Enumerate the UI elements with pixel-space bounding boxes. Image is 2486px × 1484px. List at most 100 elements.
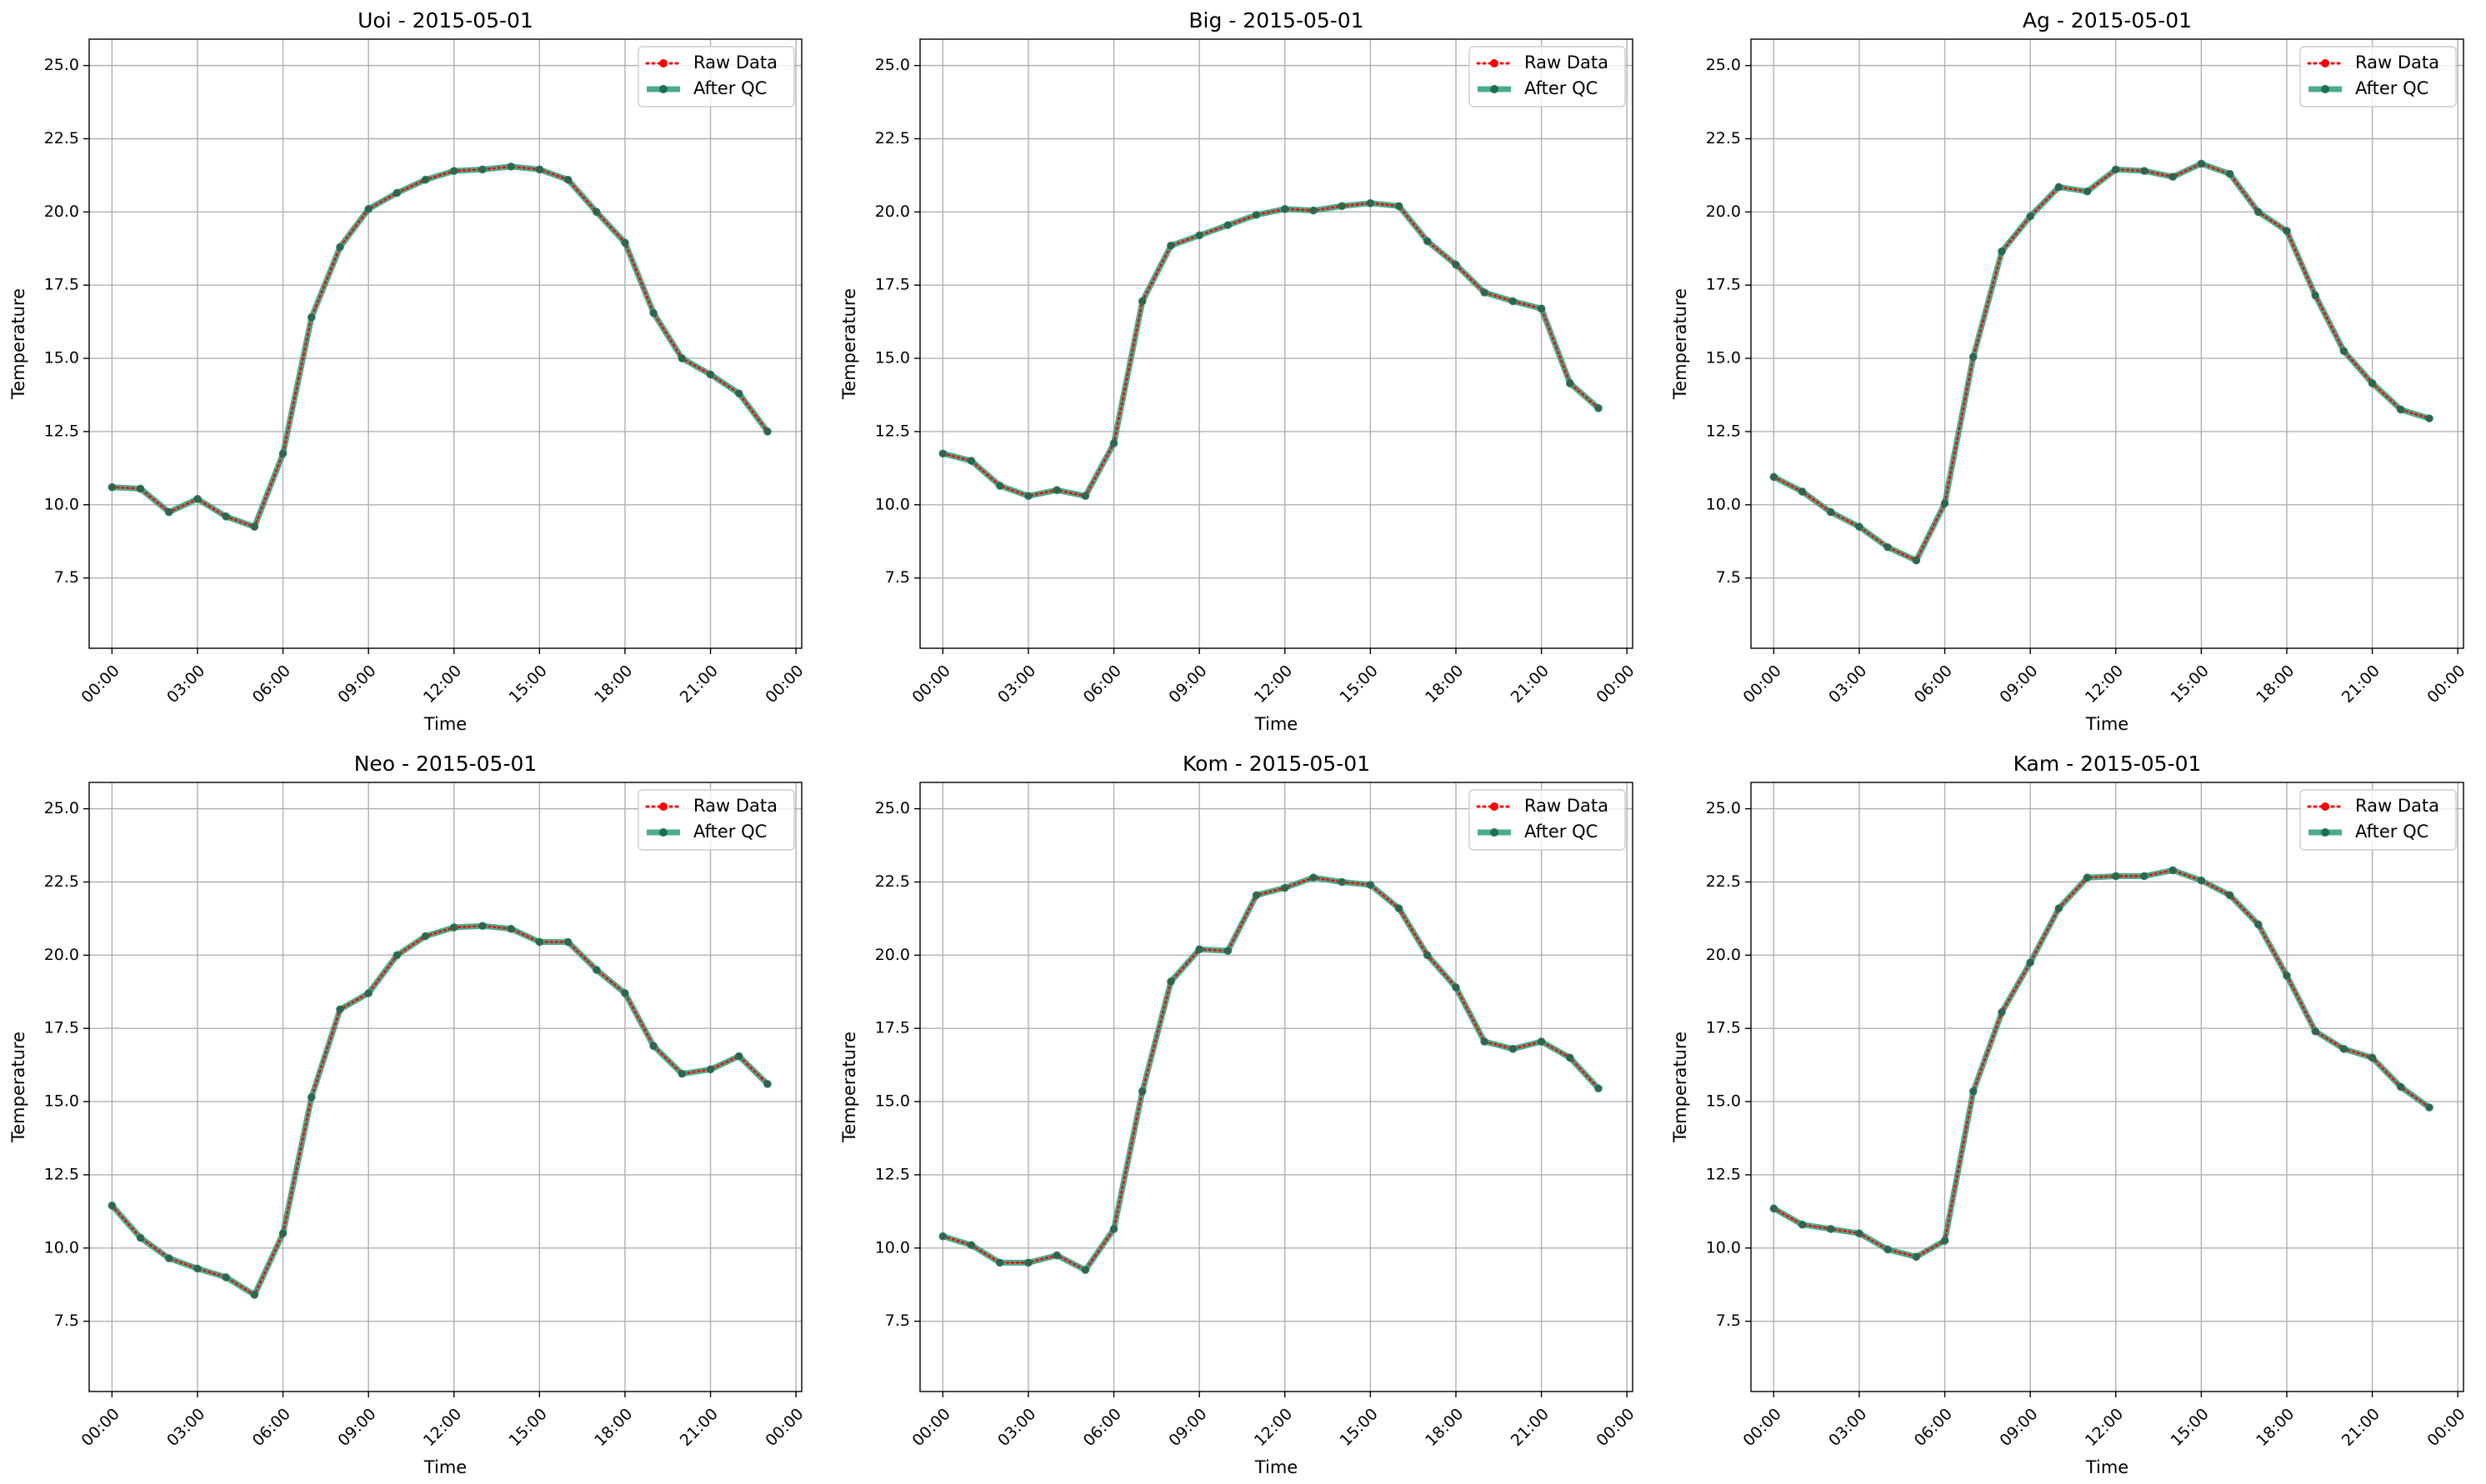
data-point-after-qc bbox=[507, 162, 515, 171]
series-line-raw-data bbox=[111, 924, 769, 1297]
legend-marker-after-qc bbox=[2321, 828, 2329, 837]
y-tick-label: 10.0 bbox=[875, 1238, 910, 1257]
data-point-after-qc bbox=[2425, 414, 2433, 422]
series-line-after-qc bbox=[108, 163, 771, 530]
data-point-after-qc bbox=[2026, 212, 2034, 221]
y-tick-label: 17.5 bbox=[1706, 1019, 1741, 1037]
legend: Raw Data After QC bbox=[638, 789, 795, 851]
x-tick-label: 15:00 bbox=[2168, 1405, 2213, 1450]
data-point-after-qc bbox=[193, 1264, 202, 1273]
plot-frame bbox=[1750, 782, 2464, 1392]
data-point-after-qc bbox=[2368, 1053, 2377, 1062]
x-tick-label: 12:00 bbox=[2082, 1405, 2127, 1450]
x-tick-label: 09:00 bbox=[334, 1405, 379, 1450]
data-point-after-qc bbox=[1053, 1251, 1061, 1260]
legend-label-after-qc: After QC bbox=[693, 822, 767, 842]
x-tick-label: 06:00 bbox=[1080, 1405, 1125, 1450]
x-axis-label: Time bbox=[423, 714, 467, 734]
y-tick-label: 22.5 bbox=[875, 129, 910, 147]
x-axis-label: Time bbox=[1254, 714, 1298, 734]
data-point-after-qc bbox=[364, 989, 373, 997]
data-point-after-qc bbox=[734, 1052, 743, 1061]
y-tick-label: 17.5 bbox=[1706, 276, 1741, 294]
data-point-after-qc bbox=[535, 165, 544, 174]
legend-label-after-qc: After QC bbox=[1524, 822, 1598, 842]
data-point-after-qc bbox=[1565, 379, 1574, 387]
y-tick-label: 12.5 bbox=[1706, 1165, 1741, 1183]
x-tick-label: 15:00 bbox=[2168, 662, 2213, 707]
data-point-after-qc bbox=[1366, 881, 1375, 889]
x-tick-label: 15:00 bbox=[1337, 662, 1382, 707]
chart-panel-1: 00:00 03:00 06:00 09:00 12:00 15:00 18:00 21:00… bbox=[8, 8, 808, 734]
data-point-after-qc bbox=[1280, 883, 1289, 892]
data-point-after-qc bbox=[1338, 877, 1346, 887]
y-tick-label: 7.5 bbox=[54, 568, 79, 587]
y-tick-label: 12.5 bbox=[44, 1165, 79, 1183]
x-axis-label: Time bbox=[423, 1457, 467, 1477]
data-point-after-qc bbox=[164, 1254, 173, 1262]
y-tick-label: 7.5 bbox=[1716, 568, 1741, 587]
data-point-after-qc bbox=[1280, 205, 1289, 213]
y-tick-label: 20.0 bbox=[875, 202, 910, 221]
y-axis-label: Temperature bbox=[8, 1032, 28, 1143]
y-tick-label: 7.5 bbox=[885, 568, 910, 587]
data-point-after-qc bbox=[1508, 1045, 1518, 1053]
data-point-after-qc bbox=[1167, 977, 1175, 986]
y-tick-label: 7.5 bbox=[1716, 1312, 1741, 1330]
x-axis-label: Time bbox=[2085, 1457, 2128, 1477]
data-point-after-qc bbox=[2396, 1082, 2405, 1092]
series-line-after-qc bbox=[1770, 867, 2433, 1260]
data-point-after-qc bbox=[1309, 206, 1318, 215]
data-point-after-qc bbox=[1826, 1225, 1835, 1233]
data-point-after-qc bbox=[1223, 947, 1233, 955]
y-tick-label: 20.0 bbox=[1706, 202, 1741, 221]
grid bbox=[1751, 39, 2463, 648]
data-point-after-qc bbox=[507, 924, 515, 933]
data-point-after-qc bbox=[1081, 1266, 1090, 1274]
legend: Raw Data After QC bbox=[2299, 46, 2457, 107]
data-point-after-qc bbox=[706, 370, 715, 379]
data-point-after-qc bbox=[1024, 1258, 1033, 1267]
x-tick-label: 21:00 bbox=[1508, 1405, 1553, 1450]
grid bbox=[89, 782, 802, 1392]
x-tick-label: 00:00 bbox=[1593, 662, 1638, 707]
chart-title: Kam - 2015-05-01 bbox=[2013, 752, 2202, 776]
data-point-after-qc bbox=[1109, 439, 1118, 447]
y-tick-label: 10.0 bbox=[44, 495, 79, 513]
x-tick-label: 00:00 bbox=[1740, 662, 1785, 707]
x-tick-label: 12:00 bbox=[2082, 662, 2127, 707]
data-point-after-qc bbox=[250, 1291, 259, 1299]
y-tick-label: 15.0 bbox=[44, 349, 79, 367]
data-point-after-qc bbox=[2140, 167, 2148, 175]
data-point-after-qc bbox=[2197, 159, 2206, 168]
data-point-after-qc bbox=[1338, 202, 1346, 211]
data-point-after-qc bbox=[1309, 873, 1318, 882]
plot-frame bbox=[1750, 38, 2464, 649]
series-line-after-qc bbox=[939, 200, 1602, 499]
data-point-after-qc bbox=[478, 165, 487, 174]
x-tick-label: 15:00 bbox=[506, 662, 551, 707]
data-point-after-qc bbox=[734, 389, 743, 398]
series-line-after-qc bbox=[939, 874, 1602, 1273]
data-point-after-qc bbox=[621, 989, 629, 997]
data-point-after-qc bbox=[1109, 1225, 1118, 1233]
data-point-after-qc bbox=[763, 427, 772, 436]
y-axis-label: Temperature bbox=[839, 288, 859, 400]
x-tick-label: 09:00 bbox=[1996, 1405, 2041, 1450]
data-point-after-qc bbox=[1138, 1087, 1147, 1096]
data-point-after-qc bbox=[1798, 1220, 1807, 1229]
chart-panel-2: 00:00 03:00 06:00 09:00 12:00 15:00 18:00 21:00… bbox=[839, 8, 1638, 734]
chart-title: Big - 2015-05-01 bbox=[1188, 8, 1363, 32]
legend-marker-raw-data bbox=[2321, 59, 2329, 67]
data-point-after-qc bbox=[621, 238, 629, 247]
x-tick-label: 03:00 bbox=[163, 662, 208, 707]
y-tick-label: 10.0 bbox=[1706, 1238, 1741, 1257]
data-point-after-qc bbox=[449, 923, 458, 932]
x-tick-label: 06:00 bbox=[1080, 662, 1125, 707]
x-tick-label: 18:00 bbox=[591, 1405, 636, 1450]
x-tick-label: 00:00 bbox=[909, 662, 954, 707]
data-point-after-qc bbox=[1195, 231, 1203, 240]
x-tick-label: 06:00 bbox=[1911, 1405, 1956, 1450]
data-point-after-qc bbox=[1394, 904, 1403, 912]
data-point-after-qc bbox=[1195, 945, 1203, 954]
